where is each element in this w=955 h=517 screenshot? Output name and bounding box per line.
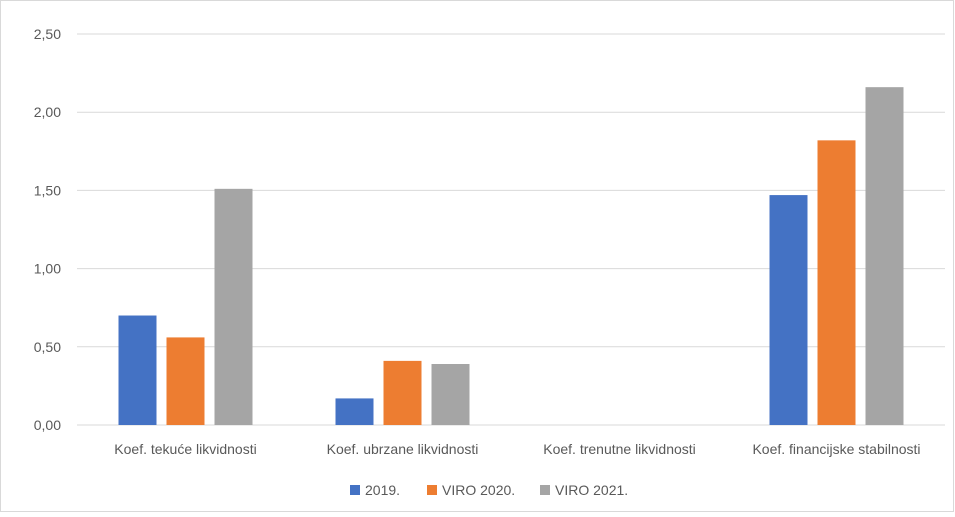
y-axis-ticks: 0,00 0,50 1,00 1,50 2,00 2,50 <box>34 26 61 433</box>
x-axis-categories: Koef. tekuće likvidnosti Koef. ubrzane li… <box>114 441 920 457</box>
bar-3-0 <box>769 195 808 425</box>
legend-label: VIRO 2020. <box>442 482 515 498</box>
bar-3-2 <box>865 87 904 426</box>
bar-1-1 <box>383 360 422 425</box>
bar-3-1 <box>817 140 856 426</box>
bar-0-1 <box>166 337 205 425</box>
x-category-label: Koef. ubrzane likvidnosti <box>327 441 479 457</box>
y-tick-label: 0,00 <box>34 417 61 433</box>
gridlines <box>77 33 945 426</box>
y-tick-label: 1,00 <box>34 261 61 277</box>
x-category-label: Koef. tekuće likvidnosti <box>114 441 256 457</box>
legend-swatch <box>427 485 437 495</box>
legend-swatch <box>350 485 360 495</box>
bar-1-0 <box>335 398 374 425</box>
y-tick-label: 1,50 <box>34 182 61 198</box>
y-tick-label: 0,50 <box>34 339 61 355</box>
bar-0-0 <box>118 315 157 425</box>
legend-label: VIRO 2021. <box>555 482 628 498</box>
bar-0-2 <box>214 188 253 425</box>
x-category-label: Koef. financijske stabilnosti <box>752 441 920 457</box>
x-category-label: Koef. trenutne likvidnosti <box>543 441 696 457</box>
bar-1-2 <box>431 364 470 425</box>
legend: 2019. VIRO 2020. VIRO 2021. <box>350 482 628 498</box>
legend-label: 2019. <box>365 482 400 498</box>
bars <box>118 87 904 426</box>
y-tick-label: 2,50 <box>34 26 61 42</box>
y-tick-label: 2,00 <box>34 104 61 120</box>
legend-swatch <box>540 485 550 495</box>
